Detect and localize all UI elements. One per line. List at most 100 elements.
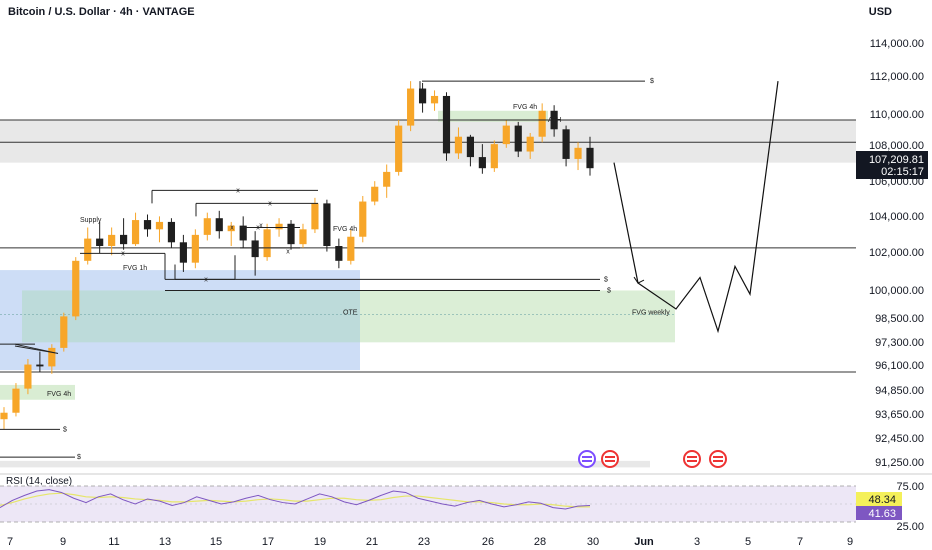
- price-tick: 104,000.00: [869, 211, 924, 223]
- candle-body: [347, 236, 355, 261]
- candle-body: [430, 95, 439, 104]
- candle-body: [108, 234, 116, 246]
- candle-body: [287, 223, 295, 245]
- chart-title: Bitcoin / U.S. Dollar · 4h · VANTAGE: [8, 6, 195, 18]
- candle-body: [574, 147, 582, 159]
- candle-body: [490, 144, 498, 169]
- label-x: x: [236, 187, 240, 194]
- candle-body: [466, 136, 474, 158]
- label-x: x: [268, 200, 272, 207]
- time-tick: 9: [847, 536, 853, 548]
- candle-body: [514, 125, 522, 152]
- label-x: x: [286, 249, 290, 256]
- candle-body: [120, 234, 128, 245]
- event-icon-stripe: [582, 460, 592, 462]
- last-price-label: 107,209.81: [869, 154, 924, 166]
- time-tick: 13: [159, 536, 171, 548]
- event-icon-stripe: [605, 456, 615, 458]
- candle-body: [478, 157, 486, 169]
- candle-body: [131, 220, 140, 245]
- candle-body: [203, 218, 211, 235]
- time-tick: 26: [482, 536, 494, 548]
- time-tick: 3: [694, 536, 700, 548]
- candle-body: [454, 136, 463, 154]
- candle-body: [155, 221, 164, 230]
- candle-body: [418, 88, 427, 104]
- label-x: x: [230, 224, 234, 231]
- price-tick: 108,000.00: [869, 140, 924, 152]
- candle-body: [586, 147, 594, 169]
- price-tick: 96,100.00: [875, 360, 924, 372]
- rsi-ma-line: [0, 492, 590, 508]
- label-dollar: $: [607, 287, 611, 294]
- candle-body: [167, 221, 176, 243]
- candle-body: [143, 220, 152, 230]
- candle-body: [215, 218, 223, 232]
- candle-body: [72, 260, 80, 317]
- price-tick: 93,650.00: [875, 409, 924, 421]
- label-fvg-4h-top: FVG 4h: [513, 104, 537, 111]
- rsi-tick-25: 25.00: [896, 521, 924, 533]
- candle-body: [36, 364, 44, 367]
- rsi-title: RSI (14, close): [6, 476, 72, 487]
- candle-body: [502, 125, 510, 145]
- rsi-tick-75: 75.00: [896, 481, 924, 493]
- label-fvg-4h-bottom: FVG 4h: [47, 391, 71, 398]
- candle-body: [263, 229, 271, 258]
- time-tick: 7: [7, 536, 13, 548]
- candles-layer: [0, 81, 594, 430]
- candle-body: [407, 88, 415, 126]
- time-tick: 9: [60, 536, 66, 548]
- rsi-band: [0, 486, 856, 522]
- event-icon-stripe: [687, 460, 697, 462]
- label-x: x: [121, 250, 125, 257]
- flash-event-icon: [578, 450, 596, 468]
- zones-layer: [0, 110, 856, 468]
- time-axis[interactable]: 7 9 11 13 15 17 19 21 23 26 28 30 Jun 3 5 7 9: [7, 536, 853, 548]
- us-flag-icon: [709, 450, 727, 468]
- time-tick: 21: [366, 536, 378, 548]
- candle-body: [227, 225, 235, 232]
- price-tick: 94,850.00: [875, 385, 924, 397]
- candle-body: [371, 186, 379, 202]
- last-price-badge: [856, 151, 928, 179]
- zone-gray-upper: [0, 120, 856, 163]
- event-icon-stripe: [605, 460, 615, 462]
- price-tick: 98,500.00: [875, 313, 924, 325]
- event-icon-stripe: [713, 456, 723, 458]
- event-icon-stripe: [582, 456, 592, 458]
- economic-events[interactable]: [578, 450, 727, 468]
- price-tick: 114,000.00: [870, 38, 924, 50]
- price-tick: 112,000.00: [870, 71, 924, 83]
- label-ath: ATH: [548, 117, 561, 124]
- candle-body: [191, 234, 199, 263]
- price-tick: 100,000.00: [869, 285, 924, 297]
- label-x: x: [256, 224, 260, 231]
- currency-label[interactable]: USD: [868, 6, 892, 18]
- label-dollar: $: [77, 454, 81, 461]
- label-dollar: $: [604, 276, 608, 283]
- candle-body: [0, 412, 8, 420]
- candle-body: [359, 201, 367, 237]
- label-supply: Supply: [80, 217, 102, 224]
- candle-body: [12, 388, 20, 413]
- time-tick: 30: [587, 536, 599, 548]
- price-tick: 110,000.00: [870, 109, 924, 121]
- rsi-line: [0, 489, 591, 510]
- time-tick: Jun: [634, 536, 654, 548]
- us-flag-icon: [683, 450, 701, 468]
- time-tick: 19: [314, 536, 326, 548]
- candle-body: [323, 203, 331, 246]
- rsi-pane[interactable]: RSI (14, close) 75.00 25.00 48.34 41.63: [0, 473, 932, 533]
- label-dollar: $: [63, 426, 67, 433]
- candle-body: [383, 171, 391, 187]
- label-ote: OTE: [343, 310, 358, 317]
- candle-body: [48, 347, 56, 367]
- candle-body: [538, 110, 546, 137]
- rsi-ma-value: 48.34: [868, 494, 896, 506]
- us-flag-icon: [601, 450, 619, 468]
- price-axis[interactable]: 114,000.00 112,000.00 110,000.00 108,000.00…: [856, 38, 928, 469]
- candle-body: [299, 229, 307, 245]
- levels-layer: [0, 119, 856, 373]
